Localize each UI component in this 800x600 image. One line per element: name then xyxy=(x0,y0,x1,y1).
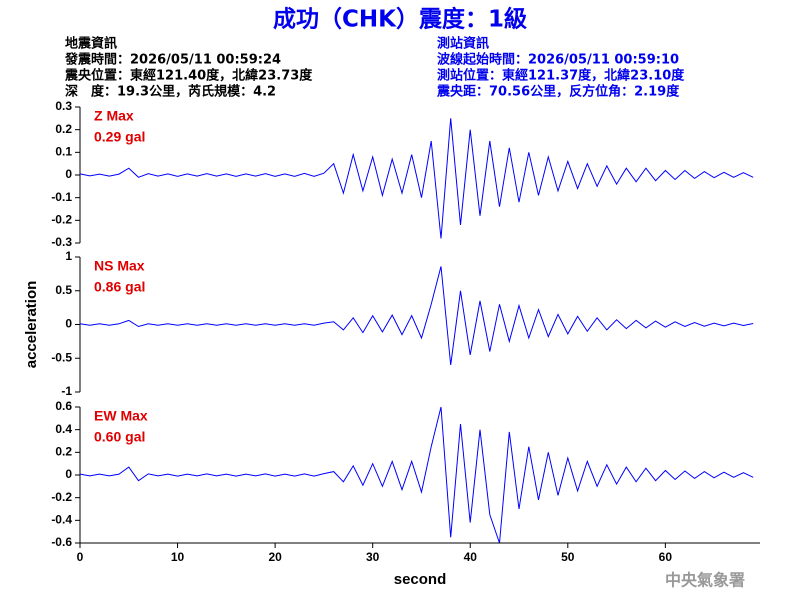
max-label: NS Max xyxy=(94,258,145,274)
waveform xyxy=(79,266,754,366)
info-line: 震央距：70.56公里，反方位角：2.19度 xyxy=(436,84,680,100)
info-line: 測站資訊 xyxy=(437,36,489,52)
info-line: 震央位置：東經121.40度，北緯23.73度 xyxy=(64,68,313,84)
info-line: 深 度：19.3公里，芮氏規模：4.2 xyxy=(65,84,276,100)
x-tick-label: 10 xyxy=(171,550,185,564)
y-tick-label: -0.1 xyxy=(51,190,72,204)
y-tick-label: -0.4 xyxy=(51,513,72,527)
y-tick-label: 0.5 xyxy=(55,283,72,297)
info-line: 發震時間：2026/05/11 00:59:24 xyxy=(64,52,281,68)
info-line: 測站位置：東經121.37度，北緯23.10度 xyxy=(437,68,685,84)
x-tick-label: 40 xyxy=(464,550,478,564)
y-tick-label: -0.3 xyxy=(51,235,72,249)
x-tick-label: 0 xyxy=(77,550,84,564)
max-label: EW Max xyxy=(94,408,148,424)
y-tick-label: -0.6 xyxy=(51,535,72,549)
y-tick-label: 0 xyxy=(65,467,72,481)
x-tick-label: 50 xyxy=(561,550,575,564)
y-tick-label: 0.2 xyxy=(55,445,72,459)
y-tick-label: 0.2 xyxy=(55,122,72,136)
y-tick-label: 0 xyxy=(65,167,72,181)
y-tick-label: 0.1 xyxy=(55,145,72,159)
y-tick-label: -0.5 xyxy=(51,350,72,364)
x-tick-label: 30 xyxy=(366,550,380,564)
y-tick-label: 0.6 xyxy=(55,399,72,413)
max-value: 0.86 gal xyxy=(94,279,145,295)
y-tick-label: -1 xyxy=(61,384,72,398)
x-tick-label: 60 xyxy=(659,550,673,564)
y-tick-label: 0 xyxy=(65,317,72,331)
agency: 中央氣象署 xyxy=(665,571,745,590)
max-value: 0.29 gal xyxy=(94,129,145,145)
x-axis-label: second xyxy=(394,571,447,588)
max-value: 0.60 gal xyxy=(94,429,145,445)
title: 成功（CHK）震度：1級 xyxy=(273,6,527,33)
y-tick-label: 1 xyxy=(65,249,72,263)
waveform xyxy=(79,406,754,544)
waveform xyxy=(79,118,754,239)
y-tick-label: -0.2 xyxy=(51,213,72,227)
max-label: Z Max xyxy=(94,108,134,124)
y-tick-label: -0.2 xyxy=(51,490,72,504)
info-line: 波線起始時間：2026/05/11 00:59:10 xyxy=(437,52,679,68)
info-line: 地震資訊 xyxy=(65,36,117,52)
y-axis-label: acceleration xyxy=(23,281,40,369)
x-tick-label: 20 xyxy=(268,550,282,564)
y-tick-label: 0.4 xyxy=(55,422,72,436)
y-tick-label: 0.3 xyxy=(55,99,72,113)
